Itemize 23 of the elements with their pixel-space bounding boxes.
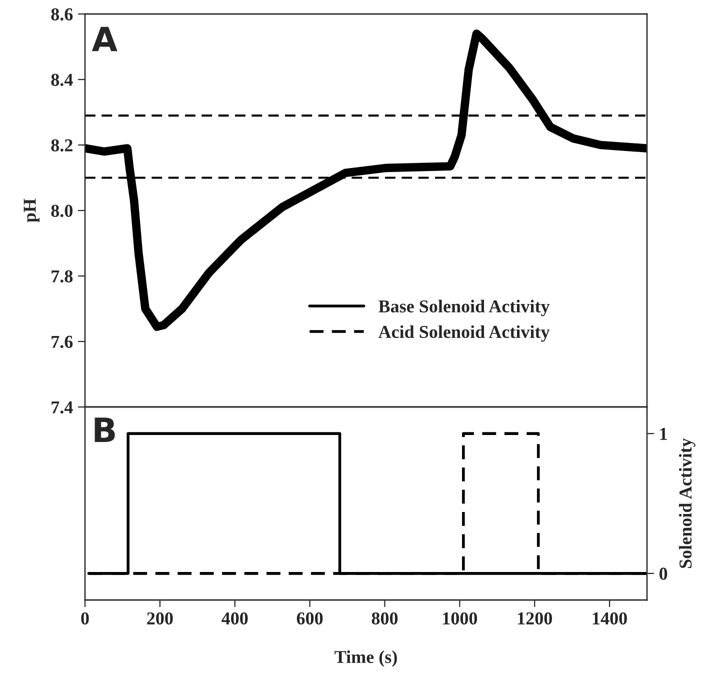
annotation: B (94, 418, 115, 442)
x-tick-label: 600 (296, 612, 323, 625)
y-tick-label: 7.8 (52, 270, 73, 283)
x-tick-label: 0 (81, 612, 89, 625)
y-tick-label: 8.6 (51, 8, 73, 21)
x-tick-label: 400 (222, 612, 248, 625)
y-tick-label: 7.6 (52, 336, 73, 348)
x-tick-label: 1400 (592, 612, 627, 625)
annotation: A (92, 26, 118, 52)
y-tick-label: 1 (660, 428, 667, 440)
x-tick-label: 800 (372, 612, 398, 625)
x-tick-label: 200 (147, 612, 173, 625)
x-tick-label: 1000 (443, 612, 478, 625)
legend-label: Acid Solenoid Activity (378, 325, 550, 342)
y-tick-label: 8.2 (51, 139, 72, 152)
y-axis-title: pH (24, 198, 40, 222)
x-tick-label: 1200 (518, 612, 552, 625)
legend-label: Base Solenoid Activity (378, 300, 550, 316)
y-tick-label: 8.4 (51, 74, 73, 86)
y-tick-label: 8.0 (51, 204, 73, 218)
x-axis-title: Time (s) (334, 650, 397, 667)
y-axis-title: Solenoid Activity (678, 438, 696, 568)
y-tick-label: 7.4 (52, 401, 73, 414)
